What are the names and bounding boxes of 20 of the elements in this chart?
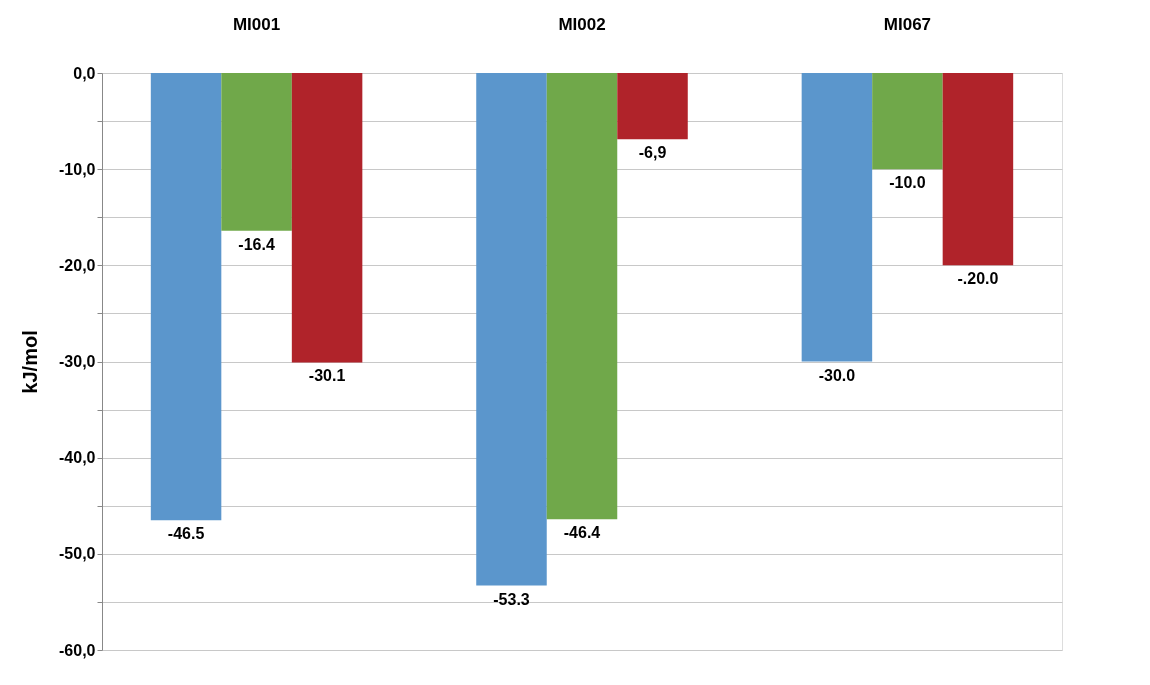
x-tick-label: MI002	[558, 14, 606, 34]
data-label: -.20.0	[957, 270, 999, 288]
y-tick-label: -10,0	[59, 160, 96, 178]
data-label: -16.4	[238, 235, 275, 253]
x-tick-label: MI067	[883, 14, 932, 34]
y-tick-label: -50,0	[59, 545, 96, 563]
data-label: -53.3	[493, 590, 530, 608]
data-label: -30.0	[818, 366, 856, 384]
x-tick-label: MI001	[232, 14, 281, 34]
data-label: -46.4	[563, 524, 601, 542]
y-axis-title: kJ/mol	[19, 330, 42, 394]
data-label: -30.1	[308, 367, 346, 385]
y-tick-label: -60,0	[59, 641, 96, 659]
data-label: -6,9	[638, 144, 667, 162]
y-tick-label: 0,0	[73, 64, 96, 82]
y-tick-label: -20,0	[59, 256, 96, 274]
y-tick-label: -40,0	[59, 449, 96, 467]
data-label: -10.0	[889, 174, 926, 192]
y-tick-label: -30,0	[59, 353, 96, 370]
data-label: -46.5	[167, 525, 205, 543]
